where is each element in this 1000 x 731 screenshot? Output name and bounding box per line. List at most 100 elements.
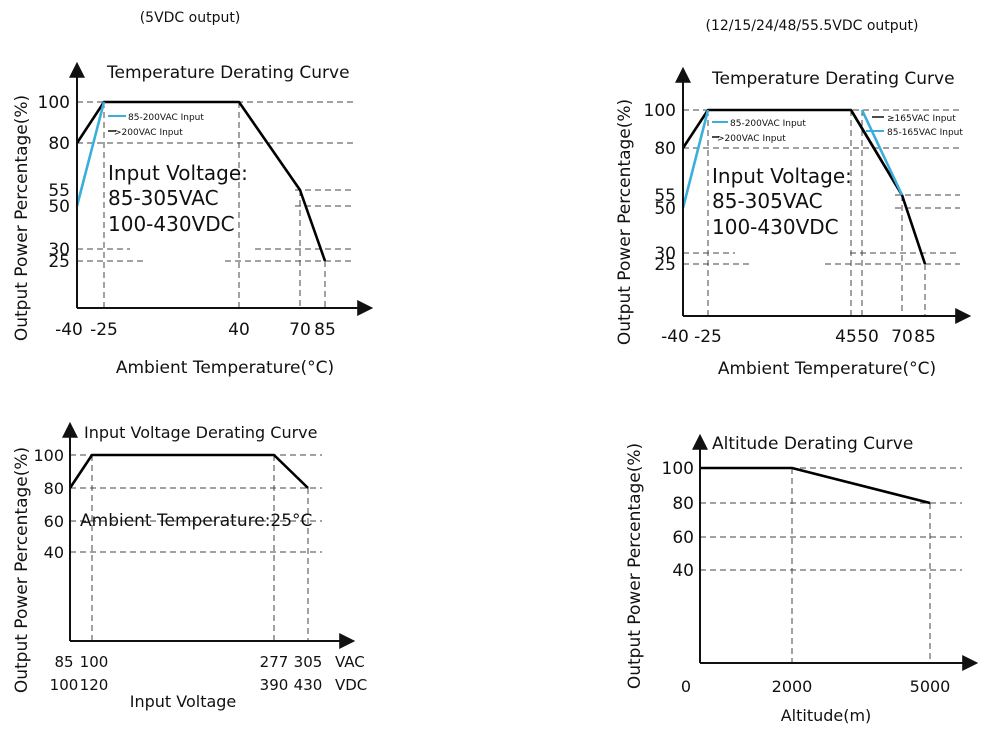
- legend-label: 85-200VAC Input: [128, 113, 204, 123]
- y-tick-label: 55: [654, 186, 676, 206]
- x-tick-label: 85: [314, 320, 336, 340]
- chart1-ylabel: Output Power Percentage(%): [12, 95, 32, 341]
- y-tick-label: 50: [654, 199, 676, 219]
- chart4-series-lines: [700, 466, 931, 505]
- chart3-title: Input Voltage Derating Curve: [84, 423, 317, 442]
- series-line-0: [75, 100, 327, 262]
- y-tick-label: 80: [672, 494, 694, 514]
- note-line: 100-430VDC: [712, 215, 839, 239]
- chart2-caption: (12/15/24/48/55.5VDC output): [706, 18, 919, 34]
- x-tick-label: -25: [694, 327, 722, 347]
- x-tick-label-vdc: 120: [80, 676, 109, 694]
- chart4-title: Altitude Derating Curve: [712, 434, 913, 454]
- legend-label: 85-165VAC Input: [887, 128, 963, 138]
- series-line-2: [849, 109, 904, 196]
- chart1-series-lines: [75, 100, 327, 262]
- chart2-gridlines: [683, 109, 960, 316]
- series-line-1: [681, 109, 710, 209]
- y-tick-label: 80: [654, 139, 676, 159]
- x-tick-label-vdc: 390: [260, 676, 289, 694]
- x-tick-label: 2000: [772, 677, 813, 696]
- chart3-unit-vac: VAC: [335, 653, 365, 671]
- chart-input-voltage: Input Voltage Derating Curve Output Powe…: [12, 421, 367, 711]
- x-tick-label-vac: 277: [260, 653, 289, 671]
- chart3-series-lines: [68, 453, 309, 489]
- legend-label: ≥165VAC Input: [887, 114, 956, 124]
- chart3-note: Ambient Temperature:25°C: [80, 511, 312, 531]
- x-tick-label: 0: [681, 677, 691, 696]
- y-tick-label: 100: [644, 101, 676, 121]
- x-tick-label: 70: [289, 320, 311, 340]
- y-tick-label: 50: [48, 197, 70, 217]
- series-line-1: [75, 101, 106, 207]
- chart4-ylabel: Output Power Percentage(%): [625, 443, 645, 689]
- x-tick-label-vac: 305: [294, 653, 323, 671]
- chart1-gridlines: [77, 101, 355, 308]
- chart1-title: Temperature Derating Curve: [106, 63, 350, 83]
- chart2-legend: 85-200VAC Input >200VAC Input ≥165VAC Inpu…: [712, 114, 963, 144]
- chart2-series-lines: [681, 108, 927, 265]
- y-tick-label: 80: [44, 479, 64, 498]
- chart4-gridlines: [700, 467, 962, 663]
- note-line: 100-430VDC: [108, 212, 235, 236]
- y-tick-label: 30: [48, 240, 70, 260]
- series-line-0: [700, 466, 931, 505]
- y-tick-label: 100: [662, 459, 694, 479]
- chart1-xlabel: Ambient Temperature(°C): [116, 358, 334, 378]
- note-line: 85-305VAC: [108, 186, 219, 210]
- x-tick-label: 70: [891, 327, 913, 347]
- x-tick-label-vac: 85: [54, 653, 73, 671]
- chart1-x-ticks: -40 -25 40 70 85: [55, 320, 336, 340]
- chart3-xlabel: Input Voltage: [130, 692, 237, 711]
- chart3-gridlines: [70, 454, 322, 641]
- y-tick-label: 55: [48, 181, 70, 201]
- chart1-legend: 85-200VAC Input >200VAC Input: [108, 113, 204, 138]
- chart-temp-5vdc: (5VDC output) Temperature Derating Curve…: [12, 10, 374, 378]
- legend-label: >200VAC Input: [114, 128, 183, 138]
- x-tick-label: 45: [835, 327, 857, 347]
- y-tick-label: 40: [44, 543, 64, 562]
- x-tick-label-vdc: 430: [294, 676, 323, 694]
- chart2-title: Temperature Derating Curve: [711, 69, 955, 89]
- chart4-xlabel: Altitude(m): [781, 706, 872, 725]
- x-tick-label-vac: 100: [80, 653, 109, 671]
- y-tick-label: 60: [44, 512, 64, 531]
- chart4-y-ticks: 100 80 60 40: [662, 459, 694, 581]
- y-tick-label: 40: [672, 561, 694, 581]
- note-line: Input Voltage:: [712, 164, 852, 188]
- y-tick-label: 100: [38, 93, 70, 113]
- x-tick-label: 50: [857, 327, 879, 347]
- chart4-x-ticks: 0 2000 5000: [681, 677, 950, 696]
- x-tick-label: -40: [661, 327, 689, 347]
- chart-altitude: Altitude Derating Curve Output Power Per…: [625, 433, 979, 725]
- chart2-ylabel: Output Power Percentage(%): [615, 99, 635, 345]
- y-tick-label: 60: [672, 528, 694, 548]
- chart3-unit-vdc: VDC: [335, 676, 367, 694]
- series-line-3: [860, 109, 904, 196]
- chart3-y-ticks: 100 80 60 40: [33, 446, 64, 562]
- y-tick-label: 25: [654, 255, 676, 275]
- x-tick-label: 40: [228, 320, 250, 340]
- chart2-xlabel: Ambient Temperature(°C): [718, 359, 936, 379]
- x-tick-label-vdc: 100: [50, 676, 79, 694]
- series-line-0: [68, 453, 309, 489]
- x-tick-label: -25: [90, 320, 118, 340]
- x-tick-label: 5000: [910, 677, 951, 696]
- legend-label: 85-200VAC Input: [730, 119, 806, 129]
- y-tick-label: 30: [654, 244, 676, 264]
- note-line: 85-305VAC: [712, 189, 823, 213]
- legend-label: >200VAC Input: [717, 134, 786, 144]
- chart1-caption: (5VDC output): [140, 10, 241, 26]
- y-tick-label: 80: [48, 134, 70, 154]
- x-tick-label: -40: [55, 320, 83, 340]
- y-tick-label: 25: [48, 252, 70, 272]
- x-tick-label: 85: [914, 327, 936, 347]
- chart2-x-ticks: -40 -25 45 50 70 85: [661, 327, 936, 347]
- y-tick-label: 100: [33, 446, 64, 465]
- note-line: Input Voltage:: [108, 161, 248, 185]
